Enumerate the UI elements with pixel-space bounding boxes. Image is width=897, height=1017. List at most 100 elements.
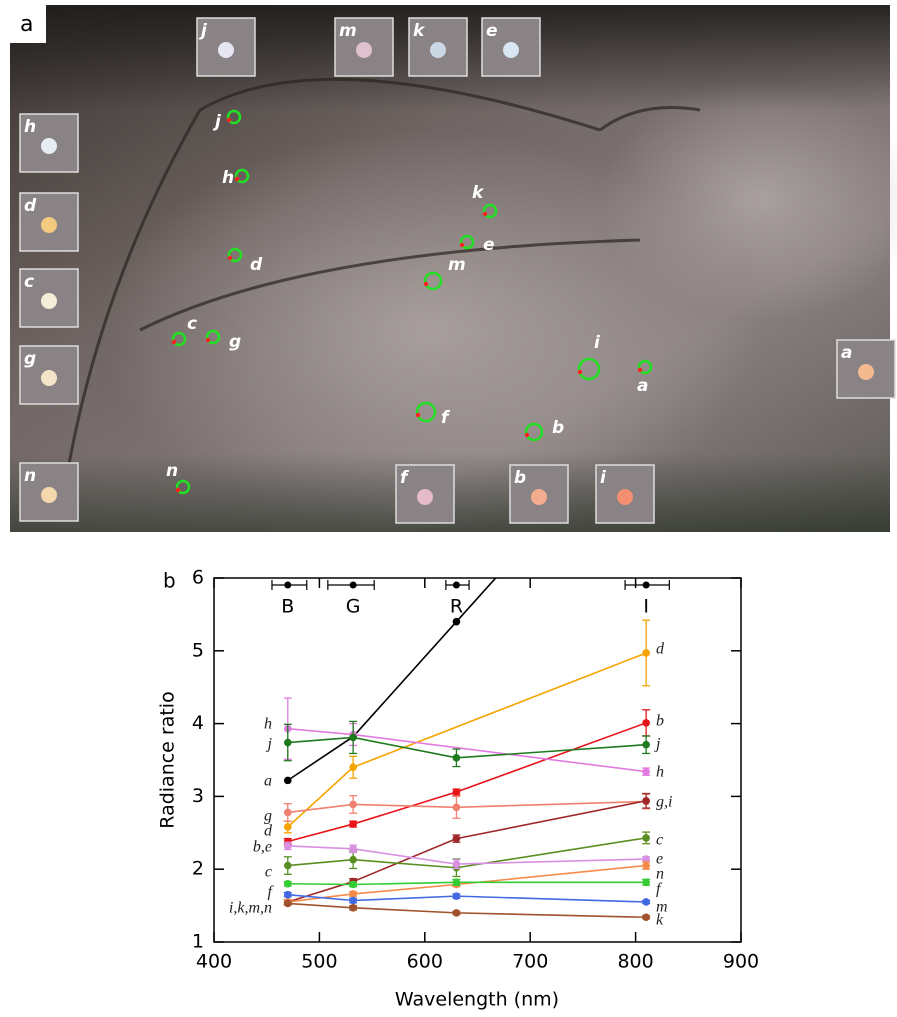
point-dot bbox=[235, 177, 239, 181]
band-center bbox=[453, 582, 460, 589]
inset-spot bbox=[41, 138, 57, 154]
band-center bbox=[284, 582, 291, 589]
inset-spot bbox=[41, 487, 57, 503]
inset-spot bbox=[858, 364, 874, 380]
point bbox=[349, 801, 357, 809]
point bbox=[642, 741, 650, 749]
inset-spot bbox=[41, 217, 57, 233]
point-label: h bbox=[222, 168, 234, 188]
x-tick-label: 800 bbox=[617, 951, 653, 973]
y-tick-label: 3 bbox=[192, 785, 204, 807]
point-dot bbox=[525, 433, 529, 437]
inset-label: m bbox=[339, 21, 357, 41]
point bbox=[349, 734, 357, 742]
plot-frame bbox=[214, 578, 741, 942]
point bbox=[453, 788, 461, 796]
point bbox=[642, 719, 650, 727]
left-annotation: c bbox=[265, 864, 272, 881]
x-tick-label: 700 bbox=[512, 951, 548, 973]
band-name: R bbox=[450, 596, 463, 618]
inset-label: b bbox=[514, 468, 526, 488]
point bbox=[349, 820, 357, 828]
inset-label: k bbox=[413, 21, 426, 41]
right-annotation: d bbox=[656, 641, 665, 658]
point bbox=[349, 763, 357, 771]
point bbox=[284, 900, 292, 908]
point bbox=[642, 834, 650, 842]
point bbox=[642, 898, 650, 906]
point bbox=[453, 879, 461, 887]
point bbox=[453, 754, 461, 762]
point-dot bbox=[228, 256, 232, 260]
inset-spot bbox=[356, 42, 372, 58]
point-dot bbox=[172, 340, 176, 344]
point bbox=[284, 809, 292, 817]
point bbox=[453, 909, 461, 917]
inset-label: n bbox=[24, 466, 36, 486]
point-dot bbox=[638, 368, 642, 372]
point-dot bbox=[176, 488, 180, 492]
point bbox=[284, 823, 292, 831]
point bbox=[453, 804, 461, 812]
point-label: k bbox=[472, 183, 485, 203]
point bbox=[284, 777, 292, 785]
point bbox=[349, 856, 357, 864]
left-annotation: a bbox=[264, 773, 272, 790]
left-annotation: d bbox=[264, 823, 273, 840]
x-tick-label: 600 bbox=[407, 951, 443, 973]
inset-label: h bbox=[24, 117, 36, 137]
series-line bbox=[288, 723, 646, 842]
x-tick-label: 900 bbox=[723, 951, 759, 973]
inset-spot bbox=[417, 489, 433, 505]
right-annotation: b bbox=[656, 713, 664, 730]
point bbox=[453, 835, 461, 843]
right-annotation: g,i bbox=[656, 794, 672, 811]
y-tick-label: 6 bbox=[192, 567, 204, 589]
band-center bbox=[350, 582, 357, 589]
point bbox=[642, 862, 650, 870]
y-tick-label: 4 bbox=[192, 712, 204, 734]
point bbox=[642, 913, 650, 921]
point-dot bbox=[483, 212, 487, 216]
point bbox=[453, 618, 461, 626]
point bbox=[349, 845, 357, 853]
figure: a b Wavelength (nm) Radiance ratio 400 50… bbox=[0, 0, 897, 1017]
point-label: m bbox=[448, 255, 466, 275]
y-axis-label: Radiance ratio bbox=[157, 691, 179, 828]
point-label: d bbox=[250, 255, 263, 275]
point-label: g bbox=[229, 332, 241, 352]
x-tick-label: 400 bbox=[196, 951, 232, 973]
point-label: c bbox=[187, 314, 197, 334]
point bbox=[453, 892, 461, 900]
panel-label: a bbox=[20, 12, 33, 37]
inset-spot bbox=[531, 489, 547, 505]
left-annotation: h bbox=[264, 716, 272, 733]
point bbox=[453, 860, 461, 868]
series-line bbox=[288, 903, 646, 917]
point bbox=[349, 881, 357, 889]
point-label: e bbox=[483, 235, 495, 255]
point bbox=[284, 739, 292, 747]
point-dot bbox=[227, 118, 231, 122]
point bbox=[284, 880, 292, 888]
point-label: b bbox=[552, 418, 564, 438]
point-dot bbox=[424, 282, 428, 286]
point bbox=[642, 649, 650, 657]
point bbox=[642, 797, 650, 805]
point bbox=[284, 842, 292, 850]
x-tick-label: 500 bbox=[301, 951, 337, 973]
right-annotation: f bbox=[656, 881, 663, 898]
left-annotation: i,k,m,n bbox=[229, 900, 272, 917]
band-center bbox=[643, 582, 650, 589]
series-line bbox=[288, 729, 646, 772]
inset-label: c bbox=[24, 272, 34, 292]
series-line bbox=[288, 737, 646, 757]
y-tick-label: 5 bbox=[192, 639, 204, 661]
right-annotation: c bbox=[656, 832, 663, 849]
x-axis-label: Wavelength (nm) bbox=[395, 989, 559, 1011]
panel-label: b bbox=[163, 569, 176, 593]
band-name: B bbox=[281, 596, 294, 618]
point-label: n bbox=[166, 461, 178, 481]
point bbox=[349, 890, 357, 898]
left-annotation: f bbox=[268, 884, 275, 901]
